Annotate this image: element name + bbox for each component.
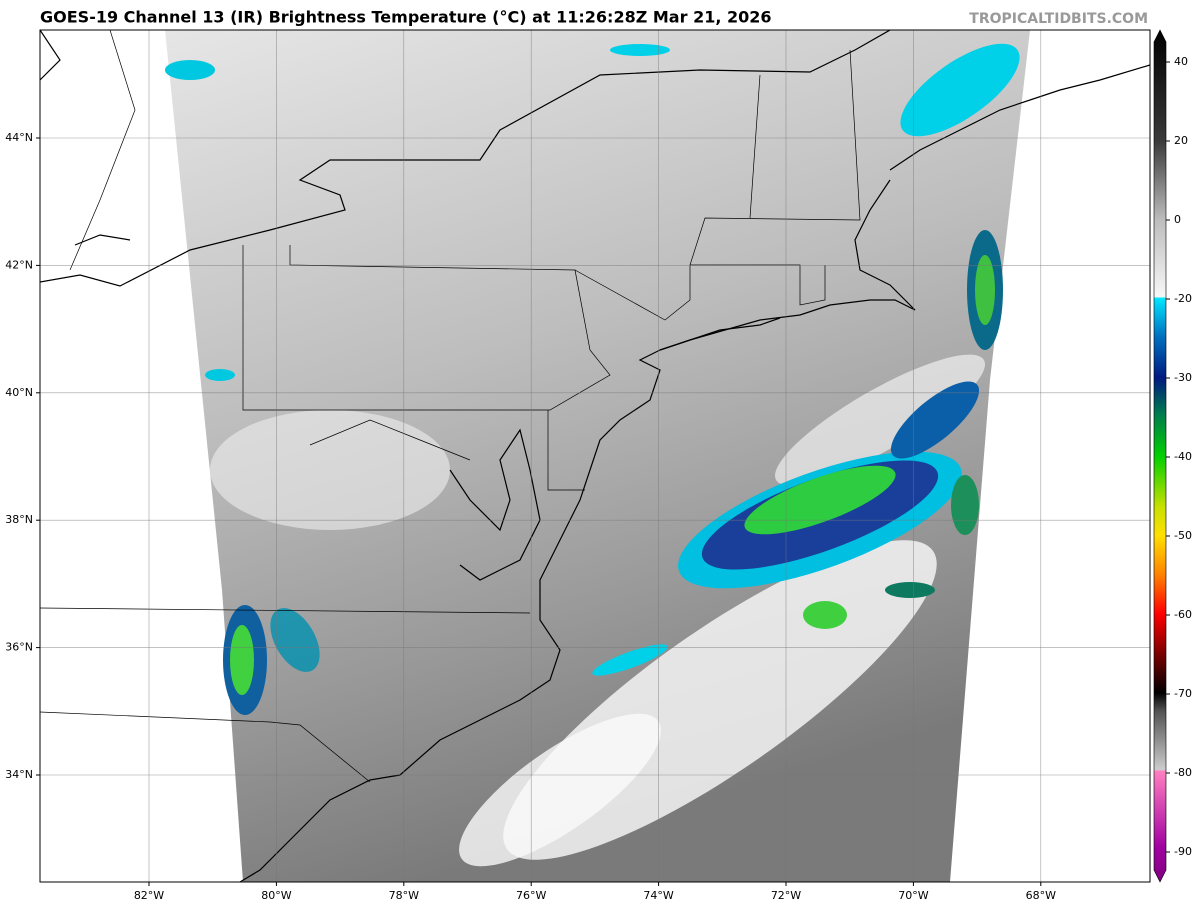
lat-label: 36°N bbox=[5, 641, 33, 654]
lon-label: 82°W bbox=[134, 889, 164, 902]
title: GOES-19 Channel 13 (IR) Brightness Tempe… bbox=[40, 8, 772, 27]
colorbar-label: 20 bbox=[1174, 134, 1188, 147]
lon-label: 72°W bbox=[771, 889, 801, 902]
clouds bbox=[165, 43, 1020, 867]
colorbar-label: -70 bbox=[1174, 687, 1192, 700]
colorbar-label: -50 bbox=[1174, 529, 1192, 542]
lon-label: 74°W bbox=[643, 889, 673, 902]
colorbar-label: 0 bbox=[1174, 213, 1181, 226]
lat-label: 40°N bbox=[5, 386, 33, 399]
colorbar-label: -20 bbox=[1174, 292, 1192, 305]
colorbar-label: -40 bbox=[1174, 450, 1192, 463]
lon-label: 80°W bbox=[261, 889, 291, 902]
colorbar-label: 40 bbox=[1174, 55, 1188, 68]
graticule bbox=[40, 30, 1150, 882]
lat-label: 44°N bbox=[5, 131, 33, 144]
lat-label: 34°N bbox=[5, 768, 33, 781]
colorbar-label: -30 bbox=[1174, 371, 1192, 384]
watermark: TROPICALTIDBITS.COM bbox=[969, 11, 1148, 27]
map-frame bbox=[39, 29, 1151, 883]
lon-label: 68°W bbox=[1026, 889, 1056, 902]
lon-label: 76°W bbox=[516, 889, 546, 902]
coastlines bbox=[40, 30, 1150, 882]
colorbar-label: -60 bbox=[1174, 608, 1192, 621]
colorbar-label: -90 bbox=[1174, 845, 1192, 858]
lon-label: 78°W bbox=[389, 889, 419, 902]
lon-label: 70°W bbox=[898, 889, 928, 902]
colorbar bbox=[1153, 29, 1167, 883]
lat-label: 38°N bbox=[5, 513, 33, 526]
map bbox=[40, 30, 1150, 882]
lat-label: 42°N bbox=[5, 258, 33, 271]
borders bbox=[40, 30, 861, 783]
colorbar-label: -80 bbox=[1174, 766, 1192, 779]
